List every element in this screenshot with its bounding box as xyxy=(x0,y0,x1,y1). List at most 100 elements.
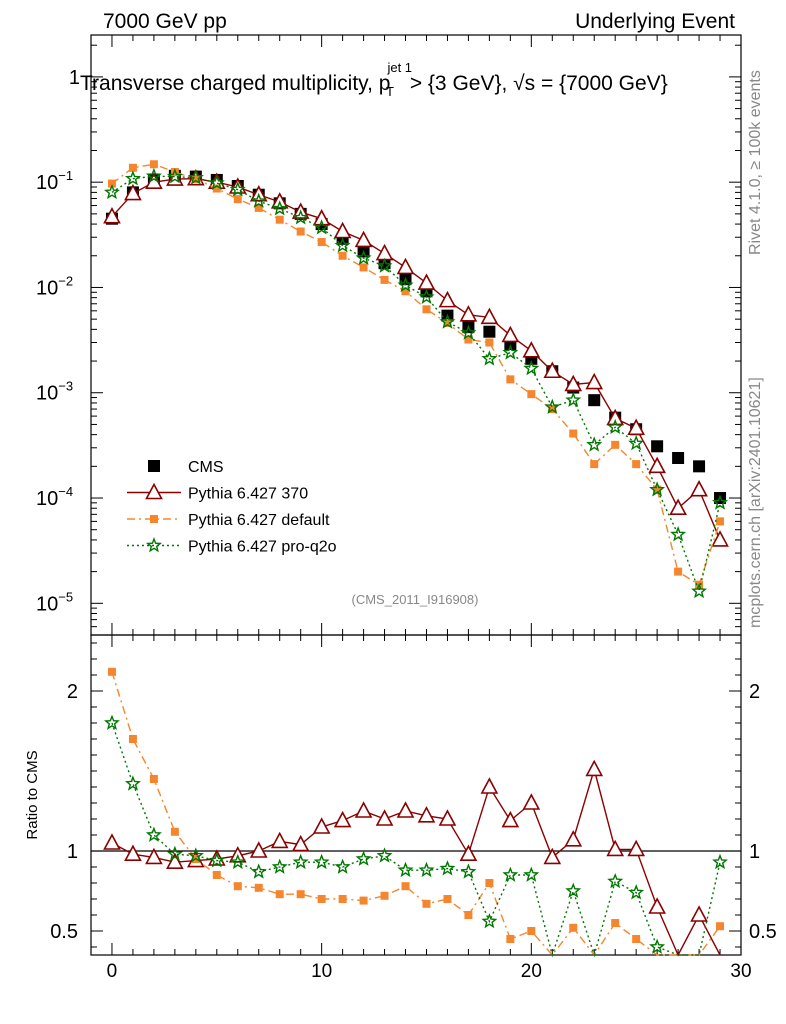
ratio-0-point xyxy=(648,897,666,914)
ratio-1-point xyxy=(107,667,116,676)
ratio-panel-frame xyxy=(90,634,742,956)
ratio-0-point xyxy=(124,844,142,862)
series-0-point xyxy=(483,325,496,338)
series-3-point xyxy=(607,418,624,435)
y-tick-label: 10−4 xyxy=(36,484,73,510)
ratio-0-point xyxy=(543,847,562,865)
ratio-1-point xyxy=(317,895,326,903)
ratio-0-point xyxy=(417,806,436,823)
y-tick-exponent: −5 xyxy=(58,589,73,604)
main-axes: 10−5 10−4 10−3 10−2 10−1 1 xyxy=(36,35,742,635)
ratio-0-point xyxy=(312,817,331,834)
ratio-0-point xyxy=(438,809,457,826)
ratio-1-point xyxy=(611,919,620,927)
series-2-point xyxy=(527,390,536,399)
ratio-1-point xyxy=(212,871,221,879)
y-tick-exponent: −1 xyxy=(58,168,73,183)
series-3-point xyxy=(565,391,582,407)
y-tick-label: 0.5 xyxy=(50,921,78,943)
series-3-point xyxy=(481,350,498,366)
ratio-axes: 0 10 20 30 0.5 0.5 1 1 2 2 xyxy=(50,635,777,982)
ratio-line-0 xyxy=(111,766,721,957)
ratio-1-point xyxy=(464,911,473,919)
ratio-2-point xyxy=(334,858,351,874)
series-3-point xyxy=(670,525,687,542)
ratio-1-point xyxy=(527,927,536,935)
series-2-point xyxy=(422,305,431,314)
legend-label: Pythia 6.427 default xyxy=(188,512,330,529)
ratio-1-point xyxy=(170,827,179,836)
series-2-point xyxy=(107,179,116,188)
ratio-1-point xyxy=(275,890,284,899)
series-3-point xyxy=(523,360,540,376)
series-2-point xyxy=(464,335,473,344)
ratio-1-point xyxy=(422,899,431,908)
series-3-point xyxy=(271,200,288,216)
series-2-point xyxy=(296,227,305,236)
legend-label: CMS xyxy=(188,459,224,476)
series-1-point xyxy=(459,305,478,322)
ratio-0-point xyxy=(375,809,394,826)
y-tick-label: 10−5 xyxy=(36,589,73,615)
ratio-series xyxy=(103,667,728,958)
plot-title-sub: T xyxy=(386,84,394,99)
series-3-point xyxy=(586,436,603,452)
series-0-point xyxy=(588,394,601,407)
ratio-1-point xyxy=(128,735,137,743)
series-1-point xyxy=(333,221,352,239)
series-3-point xyxy=(187,169,204,185)
series-3-point xyxy=(628,434,645,451)
y-tick-exponent: −3 xyxy=(58,379,73,394)
series-line-3 xyxy=(111,175,721,594)
series-2-point xyxy=(611,440,620,449)
y-tick-label: 2 xyxy=(67,681,78,703)
ratio-2-point xyxy=(376,847,393,863)
legend-marker xyxy=(148,460,160,472)
series-1-point xyxy=(103,207,121,224)
series-3-point xyxy=(502,344,519,360)
series-3-point xyxy=(418,288,435,305)
y-tick-label-right: 0.5 xyxy=(749,921,777,943)
series-2-point xyxy=(317,238,326,247)
ratio-1-point xyxy=(569,923,578,932)
series-2-point xyxy=(359,263,368,272)
series-1-point xyxy=(501,325,520,343)
series-2-point xyxy=(191,175,200,184)
ratio-2-point xyxy=(502,866,519,882)
ratio-2-point xyxy=(628,884,645,900)
series-3-point xyxy=(334,237,351,253)
series-1-point xyxy=(585,372,604,390)
ratio-2-point xyxy=(229,853,246,870)
series-3-point xyxy=(355,249,372,266)
ratio-2-point xyxy=(250,863,267,879)
series-3-point xyxy=(649,481,666,497)
legend: CMS Pythia 6.427 370 Pythia 6.427 default P… xyxy=(127,459,337,556)
series-0-point xyxy=(651,440,664,453)
ratio-2-point xyxy=(397,861,414,878)
x-tick-label: 30 xyxy=(730,961,751,982)
series-1-point xyxy=(543,361,562,379)
ratio-1-point xyxy=(485,879,494,887)
ratio-2-point xyxy=(145,826,162,842)
ratio-2-point xyxy=(607,872,624,889)
y-tick-label: 1 xyxy=(67,841,78,863)
x-tick-label: 20 xyxy=(521,961,542,982)
ratio-1-point xyxy=(233,882,242,891)
ratio-1-point xyxy=(632,935,641,943)
legend-marker xyxy=(145,537,163,553)
ratio-0-point xyxy=(291,834,310,852)
series-1-point xyxy=(690,479,708,497)
series-2-point xyxy=(275,215,284,224)
series-1-point xyxy=(417,273,436,290)
series-0-point xyxy=(693,460,706,473)
series-2-point xyxy=(716,517,725,526)
ratio-1-point xyxy=(380,891,389,900)
series-3-point xyxy=(712,494,729,510)
series-1-point xyxy=(627,418,645,436)
header-right: Underlying Event xyxy=(575,10,735,33)
ratio-0-point xyxy=(166,852,184,870)
legend-marker xyxy=(145,482,163,500)
ratio-0-point xyxy=(501,810,520,828)
series-3-point xyxy=(439,313,456,329)
